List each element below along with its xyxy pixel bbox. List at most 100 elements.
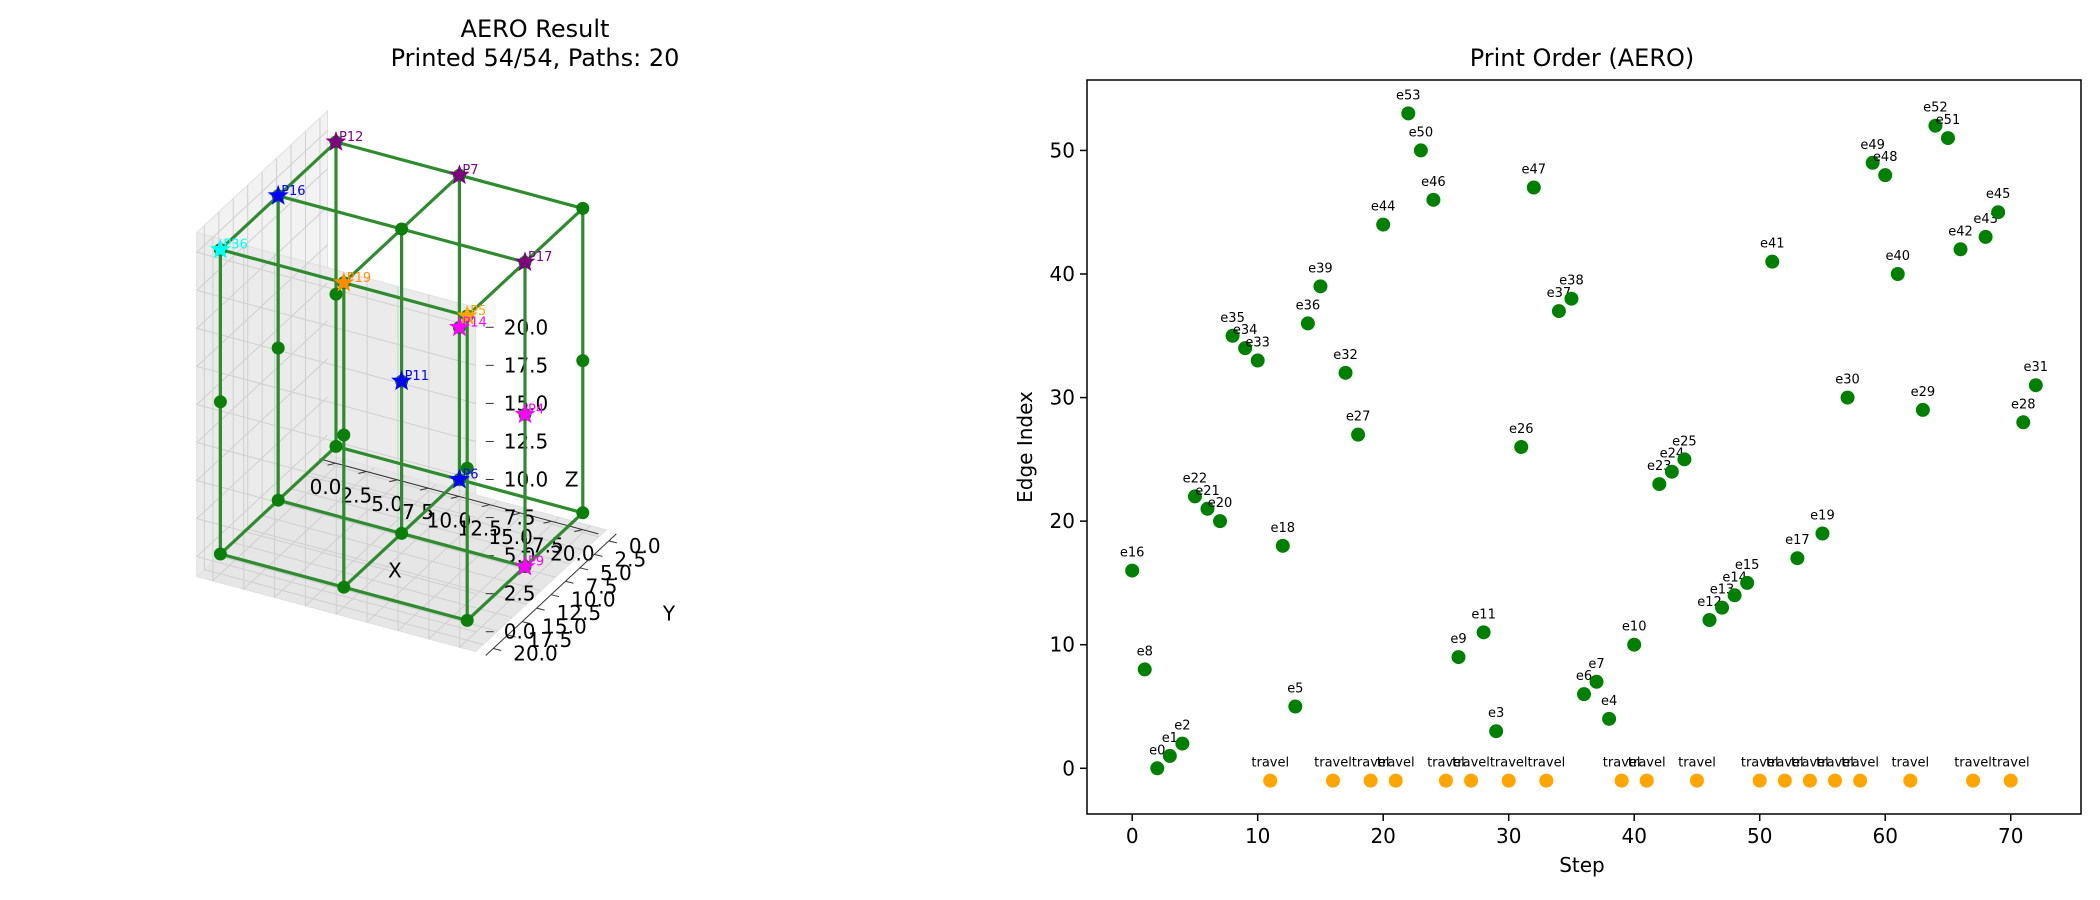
edge-point [1300, 316, 1315, 331]
edge-point [1476, 625, 1491, 640]
y-tick-label: 20 [1050, 509, 1075, 533]
x-tick [358, 471, 367, 474]
travel-point-label: travel [1377, 756, 1415, 771]
path-start-markers: P36 P16 P12 P19 P5 P7 P14 P17 P11 P4 P6 P9 [209, 130, 552, 576]
edge-point-label: e33 [1245, 336, 1270, 351]
lattice-edge [400, 227, 527, 264]
edge-point-label: e40 [1885, 249, 1910, 264]
edge-point [1602, 711, 1617, 726]
y-tick [565, 580, 574, 584]
y-axis-ticks: 0 10 20 30 40 50 [1050, 138, 1087, 780]
path-start-label: P6 [462, 468, 478, 483]
edge-point [1627, 637, 1642, 652]
grid-z [195, 434, 476, 633]
edge-point-label: e34 [1233, 323, 1258, 338]
lattice-edge [400, 531, 527, 569]
edge-point-label: e27 [1346, 410, 1371, 425]
left-chart-title-line1: AERO Result [461, 15, 610, 43]
edge-point [1187, 489, 1202, 504]
edge-point [1677, 452, 1692, 467]
edge-point [1338, 365, 1353, 380]
path-start-label: P16 [281, 184, 305, 199]
lattice-edge [218, 248, 346, 285]
lattice-edge [218, 194, 280, 252]
edge-point [1225, 328, 1240, 343]
travel-point-label: travel [1816, 756, 1854, 771]
edge-point [1526, 180, 1541, 195]
edge-point-label: e30 [1835, 373, 1860, 388]
edge-point [1577, 687, 1591, 702]
travel-point [1639, 773, 1654, 788]
y-tick [594, 553, 603, 557]
edge-point [1137, 662, 1152, 677]
edge-point-label: e22 [1183, 471, 1208, 486]
edge-point [1915, 402, 1930, 417]
travel-point [1903, 773, 1918, 788]
edge-point [1702, 612, 1717, 627]
y-tick-label: 0 [1062, 756, 1075, 780]
edge-point-label: e38 [1559, 274, 1584, 289]
edge-point [1589, 674, 1604, 689]
travel-point-label: travel [1452, 756, 1490, 771]
lattice-node [329, 439, 343, 453]
lattice-edge [276, 140, 338, 198]
edge-point [1213, 514, 1228, 529]
edge-point [1815, 526, 1830, 541]
path-start-label: P17 [528, 250, 552, 265]
travel-point [1853, 773, 1868, 788]
y-tick [493, 648, 502, 651]
travel-point-label: travel [1766, 756, 1804, 771]
travel-point [1777, 773, 1792, 788]
x-tick-label: 30 [1496, 824, 1521, 848]
edge-point-label: e53 [1396, 88, 1421, 103]
edge-point [1351, 427, 1366, 442]
x-tick [327, 462, 336, 466]
travel-point-label: travel [1992, 756, 2030, 771]
plot-frame [1086, 79, 2082, 815]
edge-point [1865, 155, 1880, 170]
path-start-label: P36 [223, 238, 247, 253]
edge-point [1489, 724, 1504, 739]
edge-point [1200, 501, 1215, 516]
edge-point [1313, 279, 1328, 294]
grid-z [195, 168, 476, 366]
z-tick-label: 7.5 [504, 506, 536, 530]
grid-x [428, 294, 560, 641]
grid-x [304, 261, 437, 607]
edge-point-label: e17 [1785, 533, 1810, 548]
edge-point [1275, 538, 1290, 553]
y-tick-label: 30 [1050, 386, 1075, 410]
edge-point-label: e31 [2024, 360, 2049, 375]
grid-x [243, 245, 375, 591]
x-axis-title: X [388, 558, 402, 582]
travel-point [2003, 773, 2018, 788]
edge-point [1991, 205, 2006, 220]
y-tick [507, 634, 516, 638]
lattice-node [460, 613, 474, 627]
edge-point-label: e44 [1371, 200, 1396, 215]
lattice-edge [465, 564, 527, 623]
z-tick-label: 2.5 [504, 582, 536, 606]
lattice-edge [400, 478, 461, 536]
edge-point-label: e15 [1735, 558, 1760, 573]
y-tick-label: 20.0 [513, 642, 558, 666]
edge-point [1953, 242, 1968, 257]
edge-point [1288, 699, 1303, 714]
path-start-label: P14 [462, 315, 486, 330]
y-tick [550, 594, 560, 598]
edge-point-label: e3 [1488, 706, 1504, 721]
edge-point [1928, 118, 1943, 133]
lattice-edge [523, 206, 585, 264]
grid-x [274, 253, 406, 599]
edge-point [1790, 551, 1805, 566]
x-tick-label: 20 [1370, 824, 1395, 848]
edge-point-label: e29 [1911, 385, 1936, 400]
lattice-edge [457, 478, 585, 515]
edge-point-label: e2 [1174, 719, 1190, 734]
edge-point [1413, 143, 1428, 158]
y-tick [522, 621, 531, 625]
lattice-node [271, 493, 285, 507]
edge-point-label: e52 [1923, 101, 1948, 116]
travel-point-label: travel [1891, 756, 1929, 771]
travel-point [1325, 773, 1340, 788]
